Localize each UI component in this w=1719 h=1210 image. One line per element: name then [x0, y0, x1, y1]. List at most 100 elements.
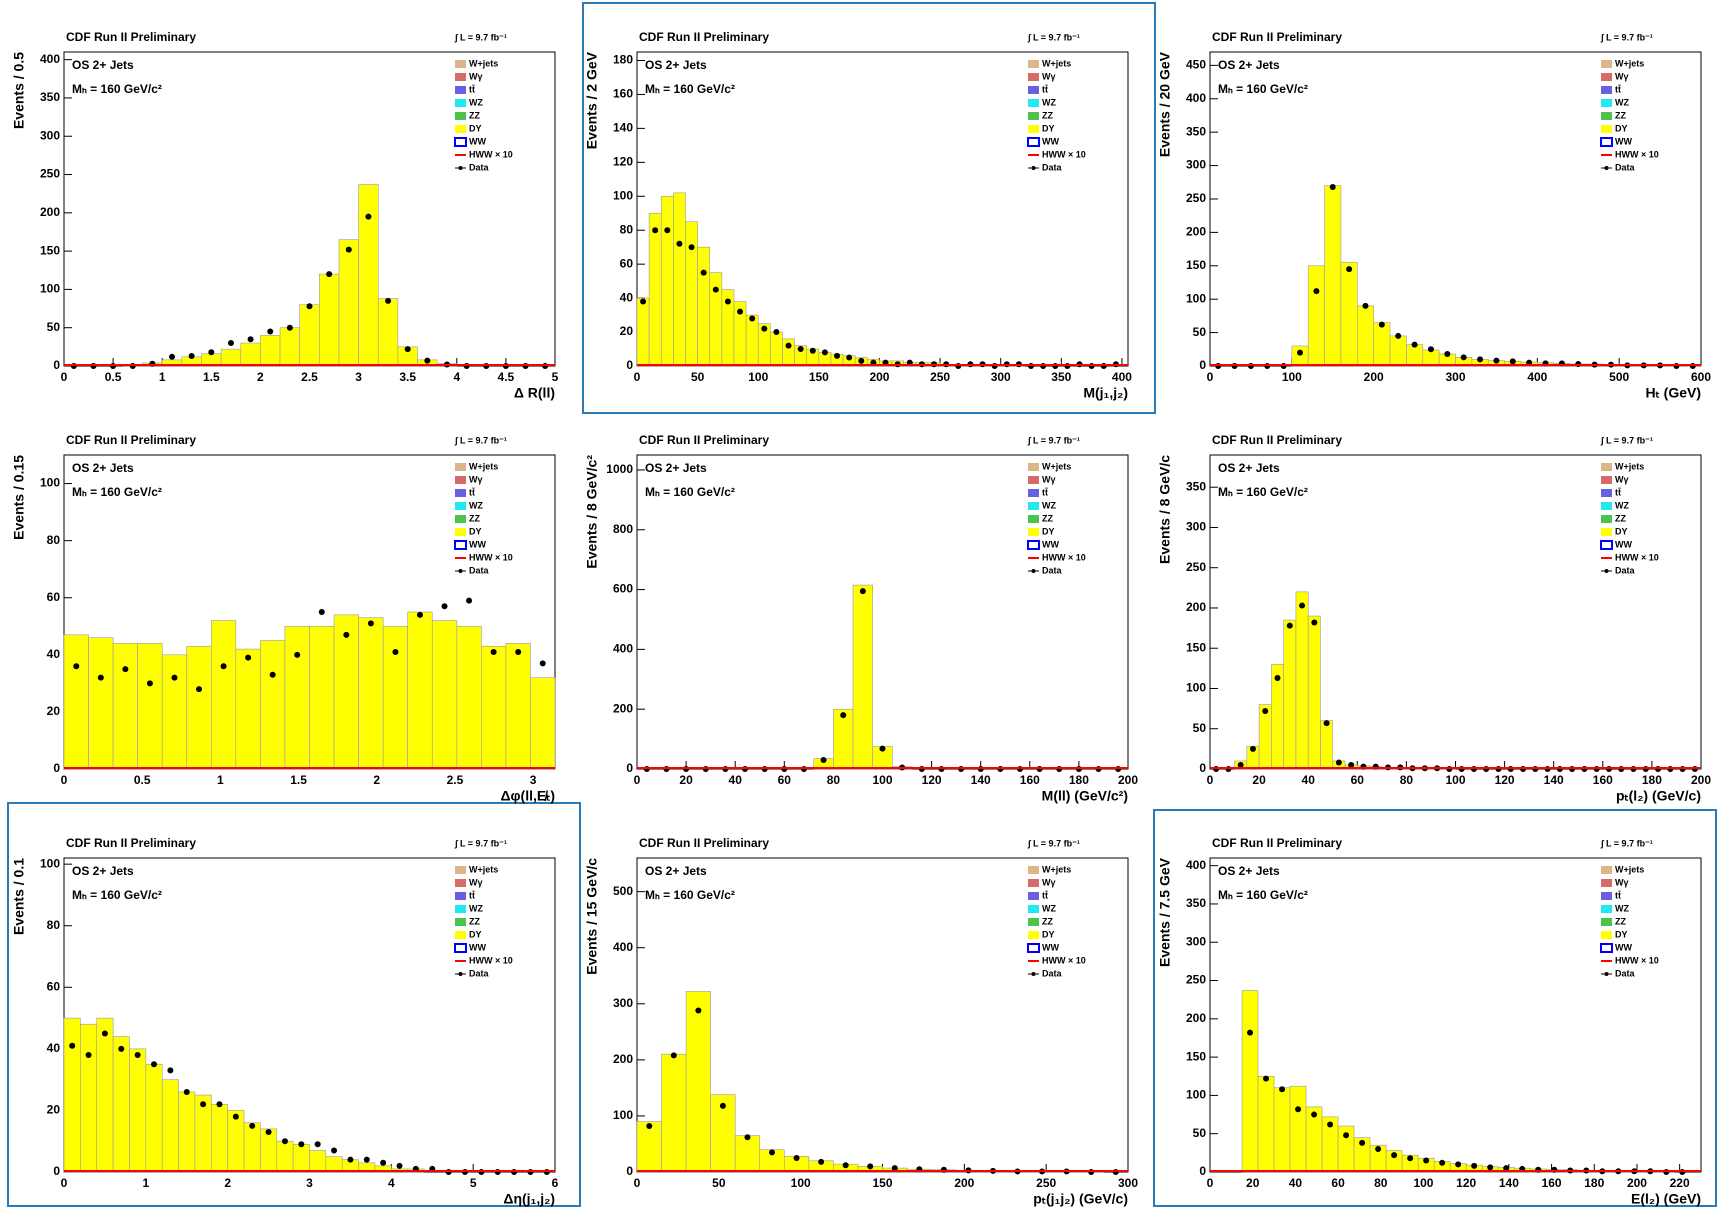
data-point — [1362, 302, 1369, 309]
legend-label: WZ — [1042, 500, 1056, 510]
y-axis-label: Events / 8 GeV/c — [1157, 455, 1173, 564]
histogram-bin — [505, 643, 531, 770]
y-tick-label: 400 — [613, 642, 633, 656]
y-axis-label: Events / 0.1 — [11, 858, 27, 935]
x-tick-label: 0 — [634, 370, 641, 384]
legend-label: W+jets — [469, 58, 498, 68]
data-point — [363, 1156, 370, 1163]
luminosity: ∫ L = 9.7 fb⁻¹ — [454, 32, 507, 42]
legend-label: WW — [1615, 539, 1632, 549]
y-tick-label: 300 — [1186, 520, 1206, 534]
legend-swatch — [1601, 866, 1612, 874]
x-tick-label: 1 — [217, 773, 224, 787]
panel: CDF Run II Preliminary ∫ L = 9.7 fb⁻¹0204… — [11, 836, 559, 1207]
legend-swatch — [1604, 972, 1609, 976]
y-tick-label: 20 — [47, 704, 61, 718]
selection-label: OS 2+ Jets — [72, 461, 134, 475]
data-point — [1295, 1106, 1302, 1113]
y-tick-label: 100 — [1186, 1088, 1206, 1102]
legend-label: HWW × 10 — [1042, 149, 1086, 159]
x-tick-label: 1 — [142, 1176, 149, 1190]
data-point — [749, 315, 756, 322]
selection-label: OS 2+ Jets — [645, 864, 707, 878]
histogram-bin — [1289, 1085, 1307, 1173]
data-point — [1274, 675, 1281, 682]
legend-label: W+jets — [469, 461, 498, 471]
histogram-bin — [129, 1048, 147, 1173]
data-point — [298, 1141, 305, 1148]
histogram-bin — [431, 620, 458, 770]
legend-label: WW — [1615, 942, 1632, 952]
y-tick-label: 150 — [1186, 258, 1206, 272]
legend-label: Wγ — [1042, 71, 1056, 81]
panel: CDF Run II Preliminary ∫ L = 9.7 fb⁻¹ 0 100… — [584, 836, 1139, 1207]
data-point — [793, 1154, 800, 1161]
y-tick-label: 80 — [47, 533, 61, 547]
x-tick-label: 200 — [869, 370, 889, 384]
x-tick-label: 1.5 — [203, 370, 220, 384]
y-tick-label: 50 — [1193, 1126, 1207, 1140]
legend-swatch — [455, 879, 466, 887]
data-point — [167, 1067, 174, 1074]
histogram-bin — [63, 634, 89, 770]
x-tick-label: 100 — [748, 370, 768, 384]
y-tick-label: 60 — [620, 256, 634, 270]
y-tick-label: 350 — [1186, 124, 1206, 138]
legend-swatch — [1027, 137, 1040, 147]
legend-swatch — [455, 892, 466, 900]
legend-swatch — [1028, 502, 1039, 510]
legend-label: W+jets — [1615, 461, 1644, 471]
legend-label: tt̄ — [1042, 890, 1048, 900]
data-point — [220, 663, 227, 670]
legend-swatch — [1028, 866, 1039, 874]
histogram-bin — [96, 1017, 114, 1173]
data-point — [424, 357, 431, 364]
legend-label: WW — [1042, 136, 1059, 146]
panel-header: CDF Run II Preliminary — [1212, 30, 1342, 44]
legend-swatch — [455, 866, 466, 874]
legend-label: DY — [469, 526, 482, 536]
data-point — [1262, 708, 1269, 715]
histogram-bin — [1273, 1087, 1291, 1173]
x-tick-label: 40 — [729, 773, 743, 787]
y-tick-label: 300 — [40, 128, 60, 142]
x-axis-label: Δ R(ll) — [514, 385, 555, 401]
mass-label: Mₕ = 160 GeV/c² — [72, 888, 162, 902]
data-point — [1311, 619, 1318, 626]
legend-swatch — [458, 569, 463, 573]
data-point — [1375, 1146, 1382, 1153]
legend-label: Wγ — [1615, 71, 1629, 81]
histogram-bin — [1320, 720, 1334, 770]
x-axis-label: pₜ(j₁j₂) (GeV/c) — [1033, 1191, 1128, 1207]
x-tick-label: 4.5 — [498, 370, 515, 384]
y-axis-label: Events / 7.5 GeV — [1157, 857, 1173, 967]
legend-swatch — [1600, 943, 1613, 953]
y-tick-label: 100 — [613, 1108, 633, 1122]
y-tick-label: 80 — [620, 222, 634, 236]
legend-swatch — [458, 166, 463, 170]
mass-label: Mₕ = 160 GeV/c² — [72, 485, 162, 499]
data-point — [1477, 356, 1484, 363]
legend-swatch — [1600, 540, 1613, 550]
legend-swatch — [1028, 892, 1039, 900]
data-point — [879, 745, 886, 752]
data-point — [232, 1113, 239, 1120]
legend-label: HWW × 10 — [469, 552, 513, 562]
legend-label: ZZ — [469, 916, 480, 926]
x-tick-label: 50 — [712, 1176, 726, 1190]
y-tick-label: 150 — [1186, 640, 1206, 654]
y-tick-label: 20 — [47, 1103, 61, 1117]
data-point — [416, 611, 423, 618]
x-tick-label: 140 — [971, 773, 991, 787]
y-axis-label: Events / 0.5 — [11, 52, 27, 129]
histogram-bin — [1324, 185, 1342, 367]
x-tick-label: 300 — [1118, 1176, 1138, 1190]
luminosity: ∫ L = 9.7 fb⁻¹ — [1027, 435, 1080, 445]
legend-swatch — [1601, 918, 1612, 926]
legend-label: tt̄ — [469, 890, 475, 900]
legend-label: Wγ — [1615, 877, 1629, 887]
y-tick-label: 160 — [613, 87, 633, 101]
y-axis-label: Events / 2 GeV — [584, 51, 600, 149]
histogram-bin — [227, 1110, 245, 1173]
